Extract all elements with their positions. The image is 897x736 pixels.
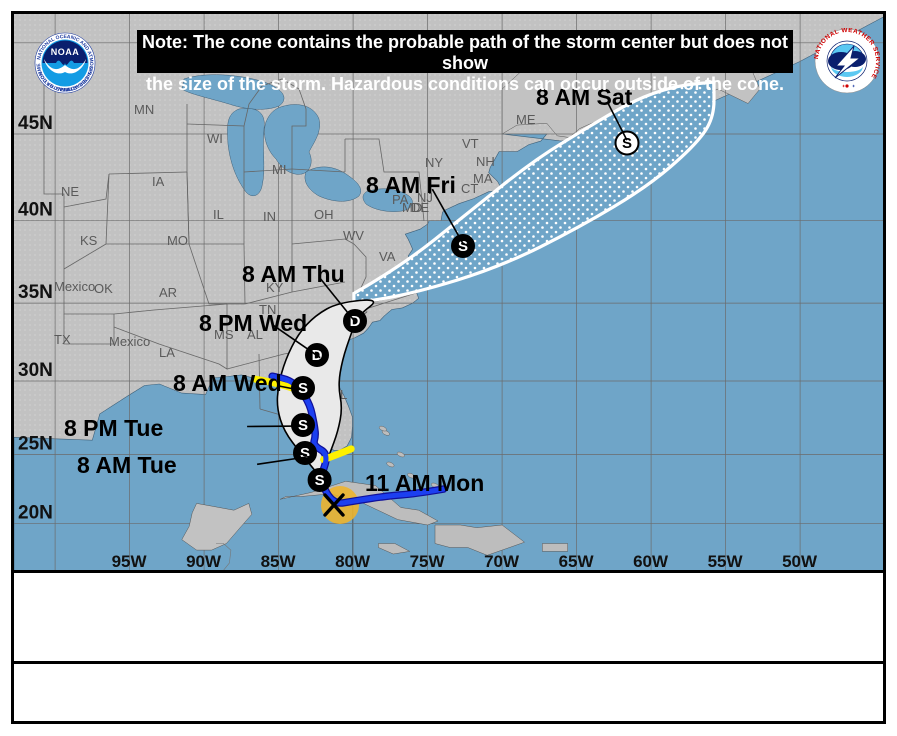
svg-text:95W: 95W <box>112 552 148 571</box>
svg-text:8 PM Wed: 8 PM Wed <box>199 310 307 336</box>
svg-text:AR: AR <box>159 285 177 300</box>
svg-text:8 PM Tue: 8 PM Tue <box>64 415 163 441</box>
svg-text:75W: 75W <box>410 552 446 571</box>
svg-text:WI: WI <box>207 131 223 146</box>
svg-text:IN: IN <box>263 209 276 224</box>
svg-text:S: S <box>298 417 308 434</box>
svg-text:Mexico: Mexico <box>54 279 95 294</box>
svg-text:8 AM Thu: 8 AM Thu <box>242 261 345 287</box>
svg-text:S: S <box>300 445 310 462</box>
svg-text:KS: KS <box>80 233 98 248</box>
svg-text:85W: 85W <box>261 552 297 571</box>
svg-text:DE: DE <box>411 200 429 215</box>
svg-text:LA: LA <box>159 345 175 360</box>
svg-text:35N: 35N <box>18 282 53 303</box>
svg-text:IL: IL <box>213 207 224 222</box>
svg-text:55W: 55W <box>708 552 744 571</box>
svg-text:MA: MA <box>473 171 493 186</box>
svg-text:20N: 20N <box>18 503 53 524</box>
svg-text:VA: VA <box>379 249 396 264</box>
svg-text:45N: 45N <box>18 113 53 134</box>
svg-text:11 AM Mon: 11 AM Mon <box>365 470 484 496</box>
svg-text:65W: 65W <box>559 552 595 571</box>
svg-text:D: D <box>350 313 361 330</box>
svg-text:8 AM Tue: 8 AM Tue <box>77 452 177 478</box>
svg-text:S: S <box>298 380 308 397</box>
svg-text:VT: VT <box>462 136 479 151</box>
svg-text:70W: 70W <box>484 552 520 571</box>
svg-text:MI: MI <box>272 162 286 177</box>
svg-text:8 AM Wed: 8 AM Wed <box>173 370 282 396</box>
svg-text:NE: NE <box>61 184 79 199</box>
svg-text:MO: MO <box>167 233 188 248</box>
svg-text:Mexico: Mexico <box>109 334 150 349</box>
svg-text:OH: OH <box>314 207 334 222</box>
svg-text:NH: NH <box>476 154 495 169</box>
svg-text:IA: IA <box>152 174 165 189</box>
svg-text:WV: WV <box>343 228 364 243</box>
svg-text:30N: 30N <box>18 360 53 381</box>
svg-text:S: S <box>458 238 468 255</box>
svg-text:80W: 80W <box>335 552 371 571</box>
svg-text:S: S <box>622 135 632 152</box>
svg-text:ME: ME <box>516 112 536 127</box>
svg-text:90W: 90W <box>186 552 222 571</box>
svg-text:TX: TX <box>54 332 71 347</box>
svg-text:50W: 50W <box>782 552 818 571</box>
svg-text:25N: 25N <box>18 434 53 455</box>
svg-text:60W: 60W <box>633 552 669 571</box>
svg-text:NY: NY <box>425 155 443 170</box>
svg-text:OK: OK <box>94 281 113 296</box>
svg-text:NOAA: NOAA <box>51 47 80 57</box>
svg-text:8 AM Fri: 8 AM Fri <box>366 172 456 198</box>
svg-text:40N: 40N <box>18 200 53 221</box>
svg-text:S: S <box>315 472 325 489</box>
svg-text:MN: MN <box>134 102 154 117</box>
